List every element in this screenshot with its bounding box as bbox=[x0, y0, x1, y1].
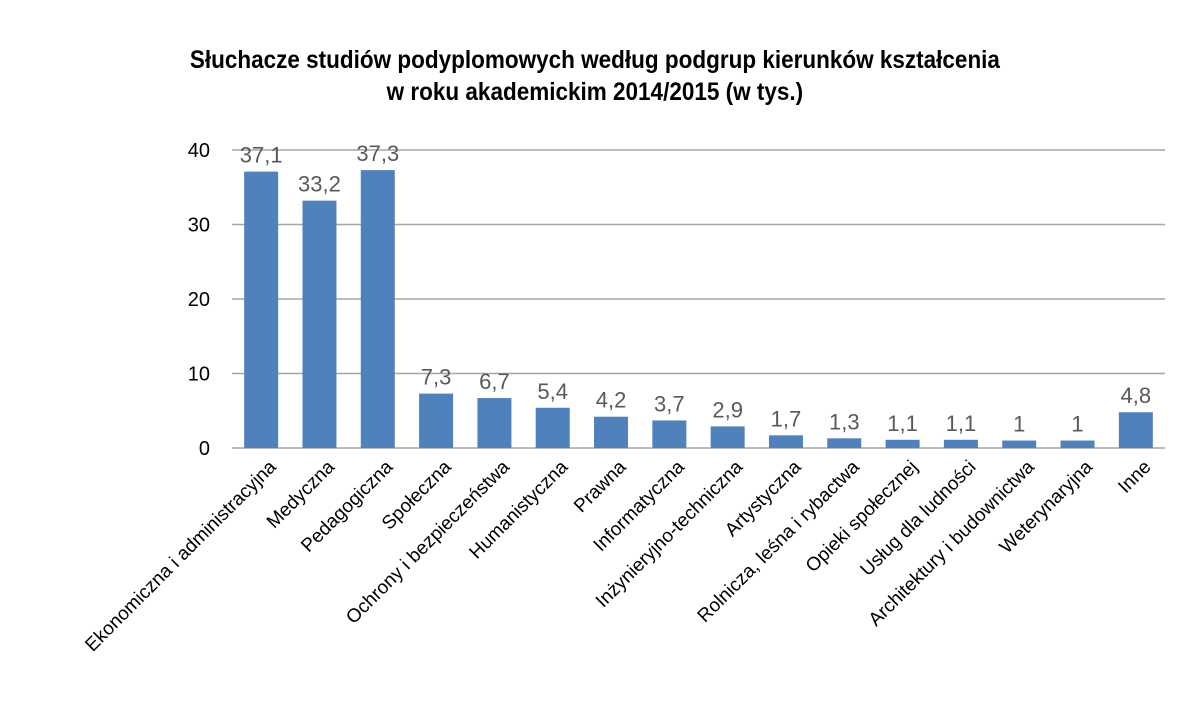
data-label: 1,1 bbox=[887, 411, 918, 436]
data-label: 7,3 bbox=[421, 365, 452, 390]
value-labels: 37,1 33,2 37,3 7,3 6,7 5,4 4,2 3,7 2,9 1,7 1,3 1,1 1… bbox=[240, 141, 1151, 436]
data-label: 37,1 bbox=[240, 143, 283, 168]
chart-title-line-2: w roku akademickim 2014/2015 (w tys.) bbox=[386, 78, 804, 106]
data-label: 4,8 bbox=[1121, 383, 1152, 408]
chart-title-line-1: Słuchacze studiów podyplomowych według p… bbox=[189, 46, 1000, 74]
bar bbox=[1002, 440, 1037, 448]
category-labels: Ekonomiczna i administracyjnaMedycznaPed… bbox=[81, 456, 1155, 656]
data-label: 3,7 bbox=[654, 391, 685, 416]
y-tick-label: 20 bbox=[188, 289, 210, 311]
bar bbox=[477, 398, 512, 448]
data-label: 5,4 bbox=[537, 379, 568, 404]
y-tick-label: 30 bbox=[188, 215, 210, 237]
x-tick-label: Opieki społecznej bbox=[802, 457, 922, 577]
bar bbox=[1118, 412, 1153, 448]
x-tick-label: Humanistyczna bbox=[466, 456, 573, 563]
data-label: 1,7 bbox=[771, 406, 802, 431]
bar bbox=[419, 393, 454, 448]
chart-title: Słuchacze studiów podyplomowych według p… bbox=[0, 44, 1190, 108]
bar bbox=[360, 170, 395, 449]
bars bbox=[244, 170, 1153, 449]
y-tick-label: 0 bbox=[199, 438, 210, 460]
bar bbox=[244, 171, 279, 449]
bar bbox=[885, 439, 920, 448]
data-label: 6,7 bbox=[479, 369, 510, 394]
data-label: 1,3 bbox=[829, 409, 860, 434]
data-label: 33,2 bbox=[298, 172, 341, 197]
bar bbox=[827, 438, 862, 448]
bar bbox=[594, 416, 629, 448]
data-label: 2,9 bbox=[712, 397, 743, 422]
bar bbox=[768, 435, 803, 448]
bar bbox=[943, 439, 978, 448]
data-label: 1,1 bbox=[946, 411, 977, 436]
x-tick-label: Inne bbox=[1114, 457, 1155, 498]
data-label: 37,3 bbox=[356, 141, 399, 166]
y-tick-label: 40 bbox=[188, 140, 210, 162]
x-tick-label: Ekonomiczna i administracyjna bbox=[81, 456, 281, 656]
bar bbox=[535, 407, 570, 448]
data-label: 1 bbox=[1013, 412, 1025, 437]
y-axis-ticks: 0 10 20 30 40 bbox=[188, 140, 210, 460]
data-label: 4,2 bbox=[596, 388, 627, 413]
y-tick-label: 10 bbox=[188, 364, 210, 386]
bar bbox=[1060, 440, 1095, 448]
bar bbox=[302, 200, 337, 448]
bar bbox=[652, 420, 687, 448]
data-label: 1 bbox=[1071, 412, 1083, 437]
bar bbox=[710, 426, 745, 448]
